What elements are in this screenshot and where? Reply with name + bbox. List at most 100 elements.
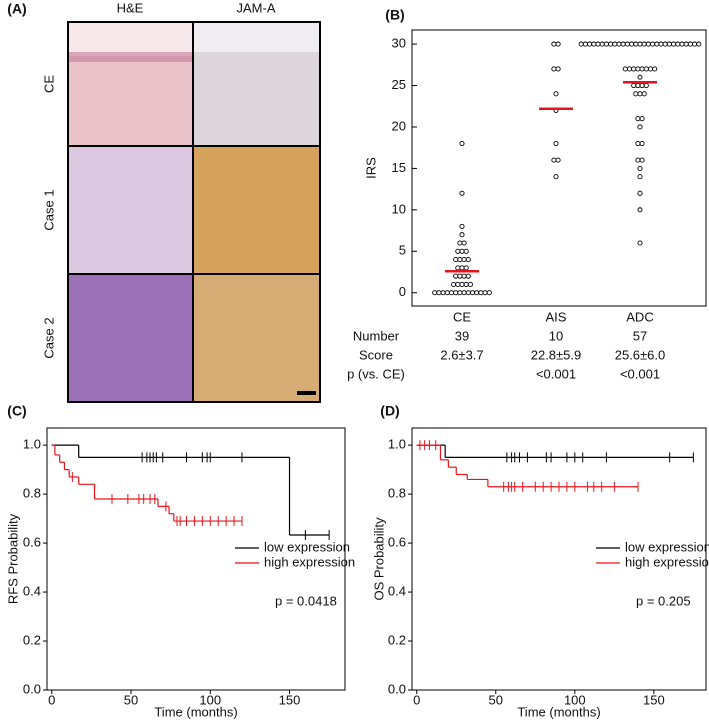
y-tick-label: 0.6 bbox=[23, 535, 41, 550]
data-point bbox=[551, 157, 557, 163]
annotation: p = 0.0418 bbox=[275, 593, 337, 608]
y-tick-label: 15 bbox=[392, 160, 406, 175]
legend-label: high expression bbox=[625, 554, 709, 569]
data-point bbox=[453, 273, 459, 279]
data-point bbox=[459, 223, 465, 229]
data-point bbox=[637, 74, 643, 80]
data-point bbox=[620, 41, 626, 47]
panel-label: (B) bbox=[385, 7, 404, 23]
data-point bbox=[643, 66, 649, 72]
data-point bbox=[551, 41, 557, 47]
data-point bbox=[637, 207, 643, 213]
y-tick-label: 0.8 bbox=[23, 486, 41, 501]
x-tick-label: 0 bbox=[48, 692, 55, 707]
data-point bbox=[639, 157, 645, 163]
row-header: CE bbox=[41, 75, 56, 93]
data-point bbox=[455, 281, 461, 288]
data-point bbox=[603, 41, 609, 47]
data-point bbox=[637, 124, 643, 130]
plot-frame bbox=[411, 427, 707, 691]
data-point bbox=[683, 41, 689, 47]
y-tick-label: 0.4 bbox=[388, 583, 406, 598]
data-point bbox=[645, 41, 651, 47]
data-point bbox=[637, 190, 643, 196]
data-point bbox=[643, 82, 649, 89]
data-point bbox=[459, 281, 465, 288]
data-point bbox=[461, 257, 467, 263]
x-tick-label: 100 bbox=[564, 692, 586, 707]
data-point bbox=[463, 265, 469, 271]
y-tick-label: 0 bbox=[399, 284, 406, 299]
data-point bbox=[469, 290, 476, 296]
data-point bbox=[436, 290, 442, 296]
x-tick-label: 150 bbox=[643, 692, 665, 707]
micrograph bbox=[68, 274, 193, 402]
y-tick-label: 0.0 bbox=[388, 681, 406, 696]
table-cell: <0.001 bbox=[620, 366, 660, 381]
data-point bbox=[457, 273, 463, 279]
data-point bbox=[639, 116, 645, 122]
data-point bbox=[639, 82, 645, 89]
table-row-label: Number bbox=[353, 328, 400, 343]
data-point bbox=[555, 157, 561, 163]
data-point bbox=[637, 165, 643, 171]
y-tick-label: 0.6 bbox=[388, 535, 406, 550]
data-point bbox=[595, 41, 601, 47]
data-point bbox=[679, 41, 685, 47]
data-point bbox=[457, 240, 463, 246]
panel-label: (C) bbox=[7, 403, 26, 419]
x-tick-label: 50 bbox=[124, 692, 138, 707]
micrograph bbox=[193, 274, 320, 402]
data-point bbox=[647, 66, 654, 72]
data-point bbox=[474, 290, 480, 296]
data-point bbox=[652, 66, 658, 72]
data-point bbox=[637, 41, 643, 47]
data-point bbox=[582, 41, 588, 47]
x-tick-label: AIS bbox=[546, 309, 567, 324]
data-point bbox=[637, 91, 643, 97]
scale-bar bbox=[297, 391, 316, 395]
y-axis-label: IRS bbox=[363, 157, 378, 179]
x-tick-label: ADC bbox=[626, 309, 653, 324]
table-cell: 25.6±6.0 bbox=[615, 347, 666, 362]
table-cell: 22.8±5.9 bbox=[531, 347, 582, 362]
micrograph bbox=[68, 146, 193, 274]
data-point bbox=[675, 41, 681, 47]
data-point bbox=[641, 91, 647, 97]
data-point bbox=[612, 41, 618, 47]
data-point bbox=[635, 66, 641, 72]
y-tick-label: 30 bbox=[392, 36, 406, 51]
data-point bbox=[432, 290, 438, 296]
data-point bbox=[662, 41, 668, 47]
panel-label: (D) bbox=[380, 403, 399, 419]
data-point bbox=[591, 41, 597, 47]
table-cell: 2.6±3.7 bbox=[440, 347, 483, 362]
data-point bbox=[587, 41, 593, 47]
micrograph-layer bbox=[68, 52, 193, 62]
data-point bbox=[635, 82, 641, 89]
data-point bbox=[461, 290, 467, 296]
data-point bbox=[671, 41, 677, 47]
y-tick-label: 0.0 bbox=[23, 681, 41, 696]
data-point bbox=[624, 41, 630, 47]
y-tick-label: 0.8 bbox=[388, 486, 406, 501]
x-axis-label: Time (months) bbox=[517, 704, 600, 719]
table-cell: 57 bbox=[633, 328, 647, 343]
data-point bbox=[453, 290, 459, 296]
data-point bbox=[692, 41, 698, 47]
table-cell: 39 bbox=[455, 328, 469, 343]
y-tick-label: 20 bbox=[392, 118, 406, 133]
data-point bbox=[687, 41, 693, 47]
y-tick-label: 5 bbox=[399, 243, 406, 258]
data-point bbox=[553, 140, 559, 147]
data-point bbox=[555, 66, 561, 72]
data-point bbox=[453, 257, 459, 263]
data-point bbox=[635, 116, 641, 122]
data-point bbox=[465, 290, 471, 296]
data-point bbox=[444, 290, 450, 296]
x-tick-label: CE bbox=[453, 309, 471, 324]
plot-frame bbox=[46, 427, 346, 691]
panel-label: (A) bbox=[7, 1, 26, 17]
data-point bbox=[637, 240, 643, 246]
y-tick-label: 25 bbox=[392, 77, 406, 92]
